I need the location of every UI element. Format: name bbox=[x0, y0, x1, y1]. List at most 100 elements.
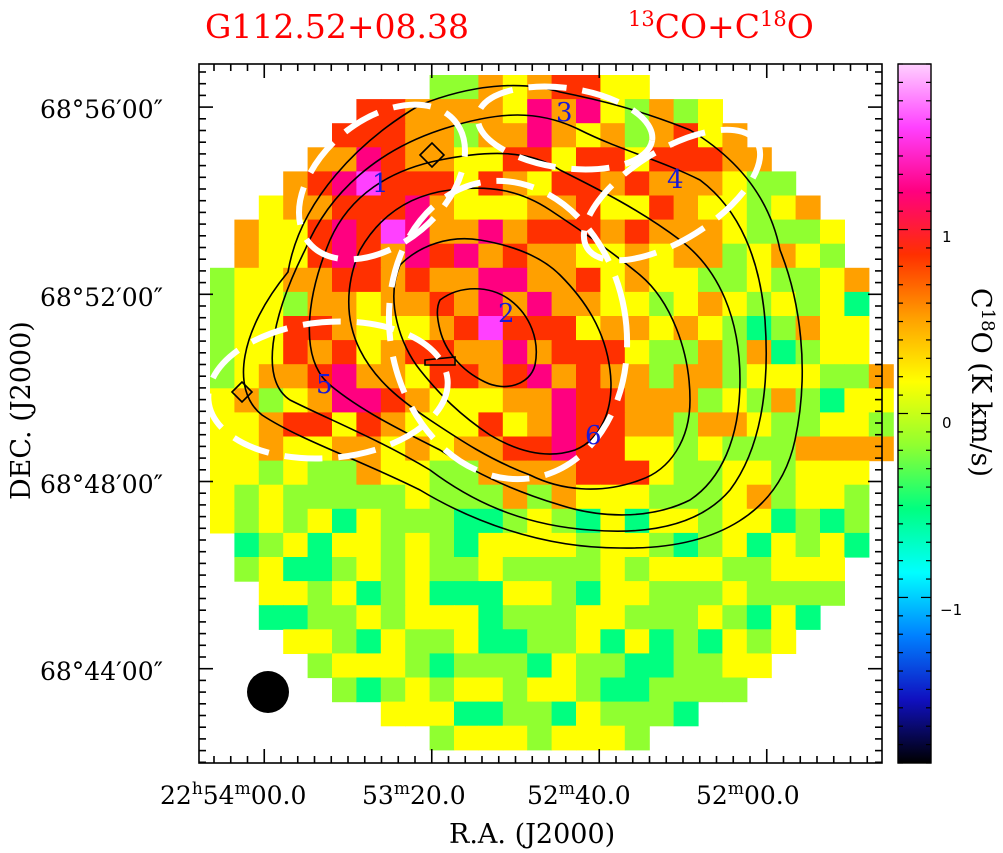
heatmap-cell bbox=[600, 605, 626, 630]
heatmap-cell bbox=[600, 219, 626, 245]
heatmap-cell bbox=[820, 219, 845, 245]
heatmap-cell bbox=[673, 677, 699, 703]
heatmap-cell bbox=[527, 123, 553, 148]
heatmap-cell bbox=[844, 412, 870, 438]
heatmap-cell bbox=[478, 147, 504, 172]
ra-tick-1: 22h54m00.0 bbox=[160, 779, 306, 810]
heatmap-cell bbox=[258, 195, 284, 221]
heatmap-cell bbox=[844, 364, 870, 389]
heatmap-cell bbox=[478, 412, 504, 438]
heatmap-cell bbox=[795, 267, 821, 293]
heatmap-cell bbox=[746, 581, 772, 606]
heatmap-cell bbox=[307, 219, 333, 245]
heatmap-cell bbox=[600, 195, 626, 221]
heatmap-cell bbox=[576, 460, 601, 486]
heatmap-cell bbox=[820, 388, 845, 413]
ra-tick-4: 52m00.0 bbox=[696, 779, 800, 810]
heatmap-cell bbox=[551, 508, 577, 534]
clump-ellipses bbox=[205, 83, 764, 483]
heatmap-cell bbox=[698, 243, 723, 269]
heatmap-cell bbox=[405, 701, 431, 727]
heatmap-cell bbox=[356, 123, 382, 148]
heatmap-cell bbox=[771, 291, 797, 317]
heatmap-cell bbox=[478, 460, 504, 486]
ra-tick-2: 53m20.0 bbox=[362, 779, 466, 810]
heatmap-cell bbox=[820, 581, 845, 606]
heatmap-cell bbox=[624, 532, 650, 558]
heatmap-cell bbox=[502, 75, 528, 100]
heatmap-cell bbox=[600, 508, 626, 534]
heatmap-cell bbox=[649, 291, 675, 317]
heatmap-cell bbox=[722, 412, 748, 438]
heatmap-cell bbox=[576, 581, 601, 606]
ellipse-1 bbox=[296, 101, 468, 263]
heatmap-cell bbox=[307, 484, 333, 510]
heatmap-cell bbox=[649, 677, 675, 703]
heatmap-cell bbox=[551, 581, 577, 606]
heatmap-cell bbox=[698, 291, 723, 317]
heatmap-cell bbox=[234, 267, 260, 293]
heatmap-cell bbox=[502, 484, 528, 510]
heatmap-cell bbox=[795, 436, 821, 462]
heatmap-cell bbox=[380, 701, 406, 727]
heatmap-cell bbox=[380, 581, 406, 606]
heatmap-cell bbox=[673, 99, 699, 124]
heatmap-cell bbox=[551, 629, 577, 654]
heatmap-cell bbox=[527, 99, 553, 124]
heatmap-cell bbox=[527, 629, 553, 654]
heatmap-cell bbox=[405, 581, 431, 606]
heatmap-cell bbox=[624, 123, 650, 148]
heatmap-cell bbox=[820, 340, 845, 365]
heatmap-cell bbox=[844, 267, 870, 293]
contour-level-2 bbox=[271, 114, 768, 533]
heatmap-cell bbox=[258, 340, 284, 365]
heatmap-cell bbox=[771, 195, 797, 221]
clump-label-4: 4 bbox=[667, 165, 684, 195]
heatmap-cell bbox=[502, 99, 528, 124]
heatmap-cell bbox=[771, 364, 797, 389]
heatmap-cell bbox=[283, 605, 309, 630]
heatmap-cell bbox=[551, 605, 577, 630]
heatmap-cell bbox=[356, 581, 382, 606]
heatmap-cell bbox=[380, 653, 406, 679]
ellipse-4 bbox=[580, 126, 764, 264]
heatmap-cell bbox=[307, 364, 333, 389]
heatmap-cell bbox=[210, 460, 235, 486]
heatmap-cell bbox=[649, 629, 675, 654]
heatmap-cell bbox=[771, 484, 797, 510]
heatmap-cell bbox=[576, 388, 601, 413]
heatmap-cell bbox=[771, 605, 797, 630]
heatmap-cell bbox=[502, 436, 528, 462]
heatmap-cell bbox=[527, 677, 553, 703]
heatmap-cell bbox=[478, 701, 504, 727]
heatmap-cell bbox=[722, 629, 748, 654]
heatmap-cell bbox=[551, 701, 577, 727]
ra-tick-3: 52m40.0 bbox=[527, 779, 631, 810]
heatmap-cell bbox=[722, 267, 748, 293]
heatmap-cell bbox=[405, 388, 431, 413]
heatmap-cell bbox=[722, 291, 748, 317]
heatmap-cell bbox=[551, 484, 577, 510]
heatmap-cell bbox=[502, 243, 528, 269]
heatmap-cell bbox=[624, 581, 650, 606]
heatmap-cell bbox=[746, 629, 772, 654]
heatmap-cell bbox=[332, 291, 357, 317]
heatmap-cell bbox=[527, 701, 553, 727]
heatmap-cell bbox=[844, 532, 870, 558]
heatmap-cell bbox=[576, 725, 601, 751]
heatmap-cell bbox=[502, 725, 528, 751]
heatmap-cell bbox=[771, 316, 797, 341]
heatmap-cell bbox=[551, 340, 577, 365]
heatmap-cell bbox=[527, 291, 553, 317]
heatmap-cell bbox=[600, 581, 626, 606]
contour-small-2 bbox=[230, 380, 254, 404]
heatmap-cell bbox=[356, 291, 382, 317]
heatmap-cell bbox=[332, 460, 357, 486]
heatmap-cell bbox=[820, 532, 845, 558]
heatmap-cell bbox=[429, 701, 455, 727]
clump-label-5: 5 bbox=[316, 370, 333, 400]
beam-circle bbox=[247, 671, 289, 713]
heatmap-cell bbox=[258, 532, 284, 558]
heatmap-cell bbox=[454, 557, 479, 582]
